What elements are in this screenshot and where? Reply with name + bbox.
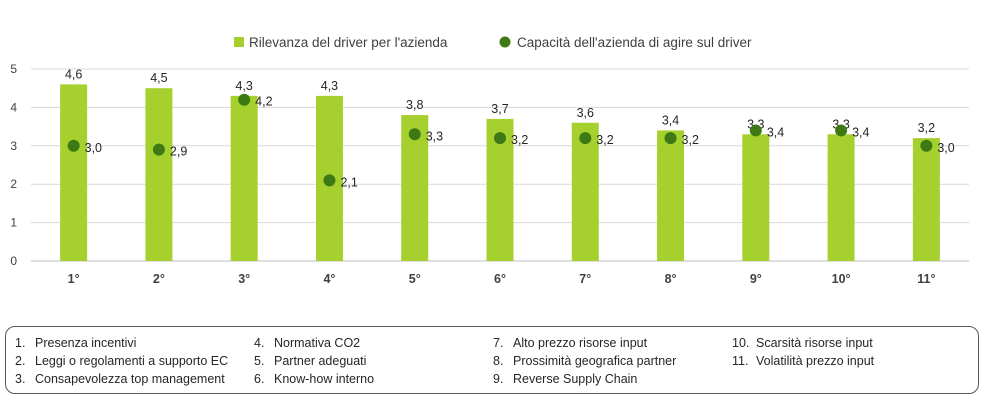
- x-tick-label: 5°: [409, 272, 421, 286]
- bar-value-label: 3,8: [406, 98, 423, 112]
- bar: [60, 84, 88, 261]
- bar-value-label: 3,6: [577, 106, 594, 120]
- x-tick-label: 11°: [917, 272, 935, 286]
- point-value-label: 3,0: [85, 141, 102, 155]
- bar: [145, 88, 173, 261]
- legend-item: 1. Presenza incentivi: [15, 336, 137, 350]
- capacity-point: [920, 139, 933, 152]
- y-tick-label: 0: [10, 254, 17, 268]
- legend-item: 3. Consapevolezza top management: [15, 372, 225, 386]
- driver-legend-box: 1. Presenza incentivi 2. Leggi o regolamen…: [5, 326, 979, 394]
- capacity-point: [579, 132, 592, 145]
- y-tick-label: 3: [10, 139, 17, 153]
- legend-column-1: 1. Presenza incentivi 2. Leggi o regolamen…: [15, 334, 228, 388]
- legend-item: 4. Normativa CO2: [254, 336, 361, 350]
- bar-value-label: 3,7: [491, 102, 508, 116]
- legend-item: 10. Scarsità risorse input: [732, 336, 873, 350]
- legend-column-4: 10. Scarsità risorse input 11. Volatilità …: [732, 334, 874, 370]
- capacity-point: [749, 124, 762, 137]
- legend-item: 8. Prossimità geografica partner: [493, 354, 677, 368]
- legend-item: 11. Volatilità prezzo input: [732, 354, 875, 368]
- bar-value-label: 4,5: [150, 71, 167, 85]
- point-value-label: 2,9: [170, 145, 187, 159]
- bar: [571, 122, 599, 261]
- legend-bar-swatch: [234, 37, 244, 47]
- y-tick-label: 5: [10, 62, 17, 76]
- legend-column-2: 4. Normativa CO2 5. Partner adeguati 6. Kno…: [254, 334, 374, 388]
- x-tick-label: 3°: [238, 272, 250, 286]
- bar: [230, 95, 258, 261]
- capacity-point: [835, 124, 848, 137]
- bar-value-label: 4,3: [321, 79, 338, 93]
- x-tick-label: 1°: [68, 272, 80, 286]
- legend-item: 5. Partner adeguati: [254, 354, 367, 368]
- point-value-label: 3,4: [852, 125, 869, 139]
- bar-value-label: 4,6: [65, 67, 82, 81]
- legend-item: 2. Leggi o regolamenti a supporto EC: [15, 354, 229, 368]
- bar: [827, 134, 855, 261]
- y-tick-label: 2: [10, 177, 17, 191]
- point-value-label: 4,2: [255, 95, 272, 109]
- point-value-label: 3,2: [682, 133, 699, 147]
- capacity-point: [238, 93, 251, 106]
- capacity-point: [152, 143, 165, 156]
- capacity-point: [664, 132, 677, 145]
- point-value-label: 2,1: [340, 175, 357, 189]
- legend-column-3: 7. Alto prezzo risorse input 8. Prossimità…: [493, 334, 676, 388]
- legend-dot-label: Capacità dell'azienda di agire sul drive…: [517, 35, 752, 50]
- x-tick-label: 6°: [494, 272, 506, 286]
- capacity-point: [67, 139, 80, 152]
- legend-item: 7. Alto prezzo risorse input: [493, 336, 648, 350]
- bar: [657, 130, 685, 261]
- bar-value-label: 3,4: [662, 113, 679, 127]
- bar: [742, 134, 770, 261]
- x-tick-label: 2°: [153, 272, 165, 286]
- legend-item: 6. Know-how interno: [254, 372, 375, 386]
- legend-item: 9. Reverse Supply Chain: [493, 372, 638, 386]
- capacity-point: [494, 132, 506, 145]
- point-value-label: 3,4: [767, 125, 784, 139]
- point-value-label: 3,2: [596, 133, 613, 147]
- point-value-label: 3,3: [426, 129, 443, 143]
- y-tick-label: 4: [10, 100, 17, 114]
- x-tick-label: 7°: [579, 272, 591, 286]
- point-value-label: 3,0: [937, 141, 954, 155]
- capacity-point: [323, 174, 336, 187]
- x-tick-label: 4°: [323, 272, 335, 286]
- y-tick-label: 1: [10, 216, 17, 230]
- legend-bar-label: Rilevanza del driver per l'azienda: [249, 35, 448, 50]
- x-tick-label: 9°: [750, 272, 762, 286]
- legend-dot-swatch: [499, 36, 511, 48]
- bar: [912, 138, 940, 261]
- bar-value-label: 4,3: [235, 79, 252, 93]
- capacity-point: [408, 128, 421, 141]
- point-value-label: 3,2: [511, 133, 528, 147]
- bar-value-label: 3,2: [918, 121, 935, 135]
- x-tick-label: 10°: [832, 272, 851, 286]
- x-tick-label: 8°: [665, 272, 677, 286]
